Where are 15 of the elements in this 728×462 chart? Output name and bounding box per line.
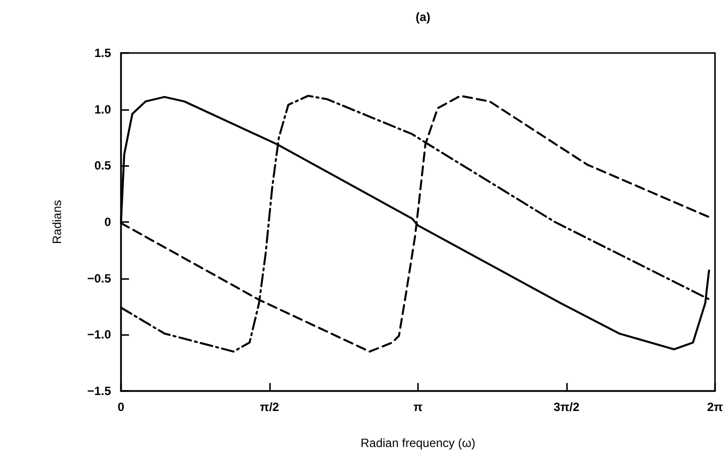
- y-tick-label: 1.5: [94, 46, 112, 60]
- y-tick-label: −1.5: [87, 384, 112, 398]
- chart-title: (a): [416, 10, 430, 24]
- x-tick-label: π: [413, 400, 423, 414]
- x-tick-label: 2π: [707, 400, 723, 414]
- y-tick-label: 0: [104, 215, 112, 229]
- y-tick-label: −1.0: [87, 328, 112, 342]
- x-tick-label: 3π/2: [554, 400, 580, 414]
- x-tick-label: 0: [118, 400, 125, 414]
- x-axis-title: Radian frequency (ω): [360, 436, 476, 450]
- y-axis-title: Radians: [50, 200, 64, 244]
- y-tick-label: −0.5: [87, 271, 112, 286]
- x-tick-label: π/2: [260, 400, 280, 414]
- y-tick-label: 1.0: [94, 102, 112, 116]
- y-tick-label: 0.5: [94, 158, 112, 173]
